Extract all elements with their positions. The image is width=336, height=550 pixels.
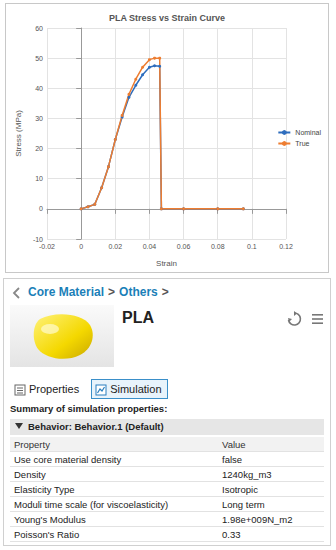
svg-text:0.02: 0.02 — [108, 243, 122, 250]
svg-text:0: 0 — [39, 205, 43, 212]
svg-text:Nominal: Nominal — [295, 129, 321, 136]
svg-text:60: 60 — [35, 25, 43, 32]
html-text:Summary of simulation properti: Summary of simulation properties: — [10, 403, 168, 414]
svg-text:0.1: 0.1 — [247, 243, 257, 250]
svg-text:True: True — [295, 140, 309, 147]
html-text:Properties: Properties — [29, 383, 80, 395]
svg-text:20: 20 — [35, 145, 43, 152]
html-text:Core Material > Others >: Core Material > Others > — [28, 285, 169, 299]
html-text:Young's Modulus: Young's Modulus — [14, 513, 86, 525]
html-text:Long term: Long term — [222, 498, 265, 510]
html-text:Behavior: Behavior.1 (Default): Behavior: Behavior.1 (Default) — [28, 421, 164, 432]
html-text:1.98e+009N_m2: 1.98e+009N_m2 — [222, 513, 293, 525]
svg-text:0.06: 0.06 — [177, 243, 191, 250]
svg-text:50: 50 — [35, 55, 43, 62]
html-text:1240kg_m3: 1240kg_m3 — [222, 468, 272, 480]
svg-text:0: 0 — [79, 243, 83, 250]
html-text:Isotropic: Isotropic — [222, 483, 258, 495]
html-text:Poisson's Ratio: Poisson's Ratio — [14, 528, 80, 540]
svg-text:0.04: 0.04 — [143, 243, 157, 250]
html-text:Density: Density — [14, 468, 46, 480]
html-text:Moduli time scale (for viscoel: Moduli time scale (for viscoelasticity) — [14, 498, 169, 510]
svg-text:10: 10 — [35, 175, 43, 182]
svg-text:0.12: 0.12 — [279, 243, 293, 250]
svg-text:Stress (MPa): Stress (MPa) — [14, 110, 23, 157]
html-text:PLA: PLA — [122, 309, 154, 326]
svg-text:Strain: Strain — [156, 259, 177, 268]
svg-text:PLA Stress vs Strain Curve: PLA Stress vs Strain Curve — [109, 13, 225, 23]
svg-text:30: 30 — [35, 115, 43, 122]
html-text:0.33: 0.33 — [222, 528, 241, 540]
html-text:Use core material density: Use core material density — [14, 453, 122, 465]
html-text:false: false — [222, 453, 243, 465]
html-text:Elasticity Type: Elasticity Type — [14, 483, 75, 495]
svg-text:-0.02: -0.02 — [39, 243, 55, 250]
html-text:Simulation: Simulation — [110, 383, 162, 395]
svg-text:-10: -10 — [33, 236, 43, 243]
html-text:Property: Property — [14, 438, 50, 450]
svg-text:0.08: 0.08 — [211, 243, 225, 250]
svg-text:40: 40 — [35, 85, 43, 92]
html-text:Value: Value — [222, 438, 246, 450]
